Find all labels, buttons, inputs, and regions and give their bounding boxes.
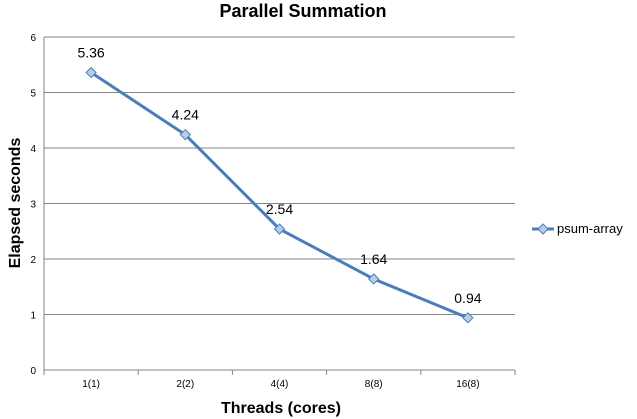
x-tick-label: 1(1)	[82, 379, 100, 390]
data-point-marker	[462, 312, 474, 324]
data-label: 2.54	[266, 201, 293, 217]
y-tick-label: 4	[30, 144, 36, 155]
data-labels: 5.36 4.24 2.54 1.64 0.94	[77, 45, 481, 306]
legend-label: psum-array	[557, 221, 623, 236]
data-point-marker	[273, 223, 286, 235]
y-tick-label: 2	[30, 255, 36, 266]
series-line	[89, 71, 470, 320]
x-tick-label: 2(2)	[176, 379, 194, 390]
data-point-marker	[367, 273, 380, 285]
chart-title: Parallel Summation	[219, 1, 386, 21]
data-label: 1.64	[360, 251, 387, 267]
y-tick-label: 6	[30, 33, 36, 44]
y-tick-label: 0	[30, 366, 36, 377]
legend-marker-diamond	[537, 223, 549, 235]
y-tick-label: 3	[30, 200, 36, 211]
y-tick-label: 5	[30, 89, 36, 100]
data-label: 0.94	[454, 290, 481, 306]
y-axis-ticks: 0 1 2 3 4 5 6	[30, 33, 36, 377]
x-axis-label: Threads (cores)	[221, 400, 341, 417]
data-point-marker	[179, 128, 192, 141]
data-label: 4.24	[172, 107, 199, 123]
x-tick-label: 16(8)	[456, 379, 479, 390]
series-psum-array	[85, 66, 474, 324]
y-tick-label: 1	[30, 311, 36, 322]
y-axis-label: Elapsed seconds	[7, 138, 24, 269]
x-tick-label: 4(4)	[271, 379, 289, 390]
x-axis-ticks: 1(1) 2(2) 4(4) 8(8) 16(8)	[82, 379, 479, 390]
data-label: 5.36	[77, 45, 104, 61]
x-tick-label: 8(8)	[365, 379, 383, 390]
legend: psum-array	[532, 221, 623, 236]
data-point-marker	[85, 66, 97, 79]
